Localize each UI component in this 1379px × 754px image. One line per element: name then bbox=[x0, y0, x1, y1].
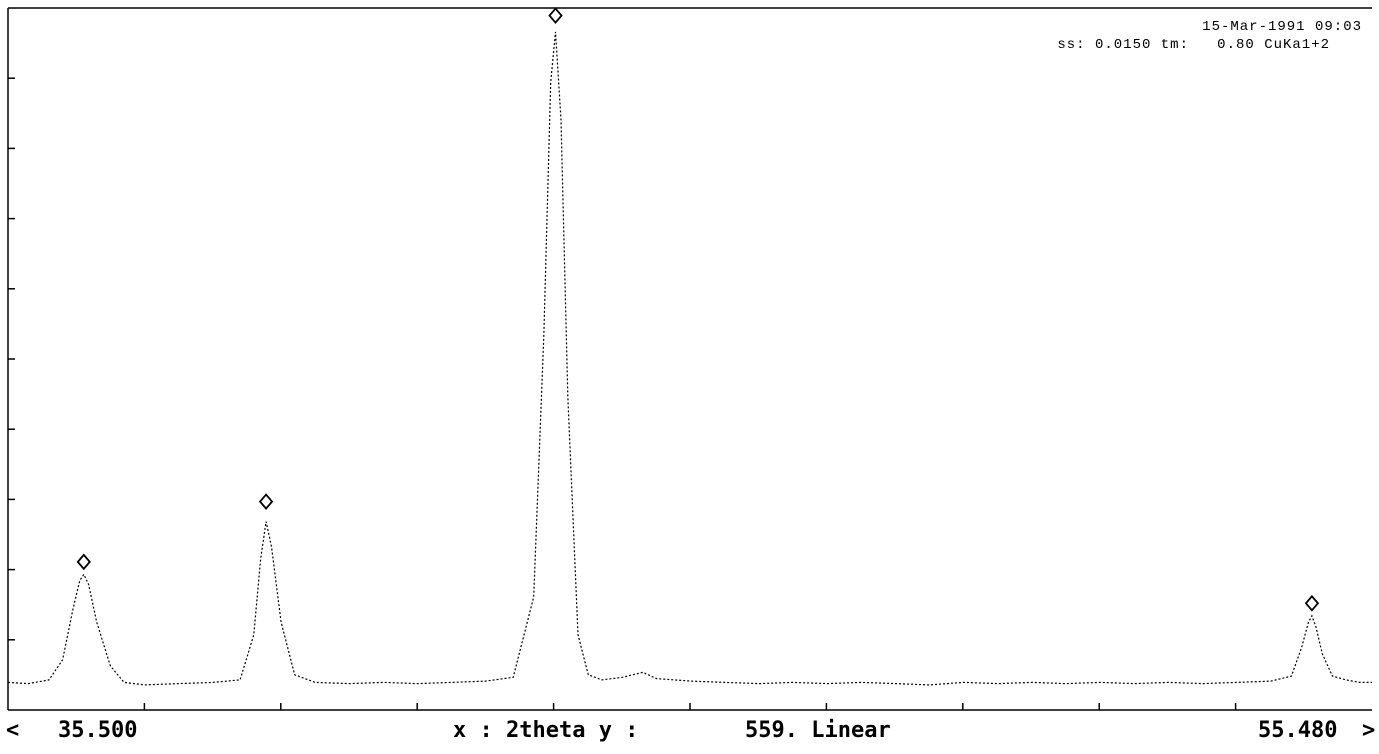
peak-marker bbox=[548, 7, 563, 24]
footer-axis-info: x : 2theta y : bbox=[453, 718, 639, 743]
peak-markers bbox=[76, 7, 1320, 612]
plot-frame bbox=[7, 7, 1372, 711]
x-ticks bbox=[143, 703, 1237, 710]
peak-marker bbox=[258, 493, 274, 510]
peak-marker bbox=[1304, 594, 1320, 612]
footer-x-end: 55.480 bbox=[1258, 718, 1338, 743]
footer-right-bracket: > bbox=[1362, 718, 1376, 743]
header-date: 15-Mar-1991 09:03 bbox=[1202, 19, 1362, 35]
footer-left-bracket: < bbox=[6, 718, 20, 743]
diffraction-trace bbox=[7, 31, 1372, 686]
footer-x-start: 35.500 bbox=[58, 718, 138, 743]
peak-marker bbox=[76, 553, 91, 571]
header-scan-params: ss: 0.0150 tm: 0.80 CuKa1+2 bbox=[1057, 37, 1330, 53]
y-ticks bbox=[8, 77, 15, 641]
footer-y-max: 559. Linear bbox=[745, 718, 891, 743]
